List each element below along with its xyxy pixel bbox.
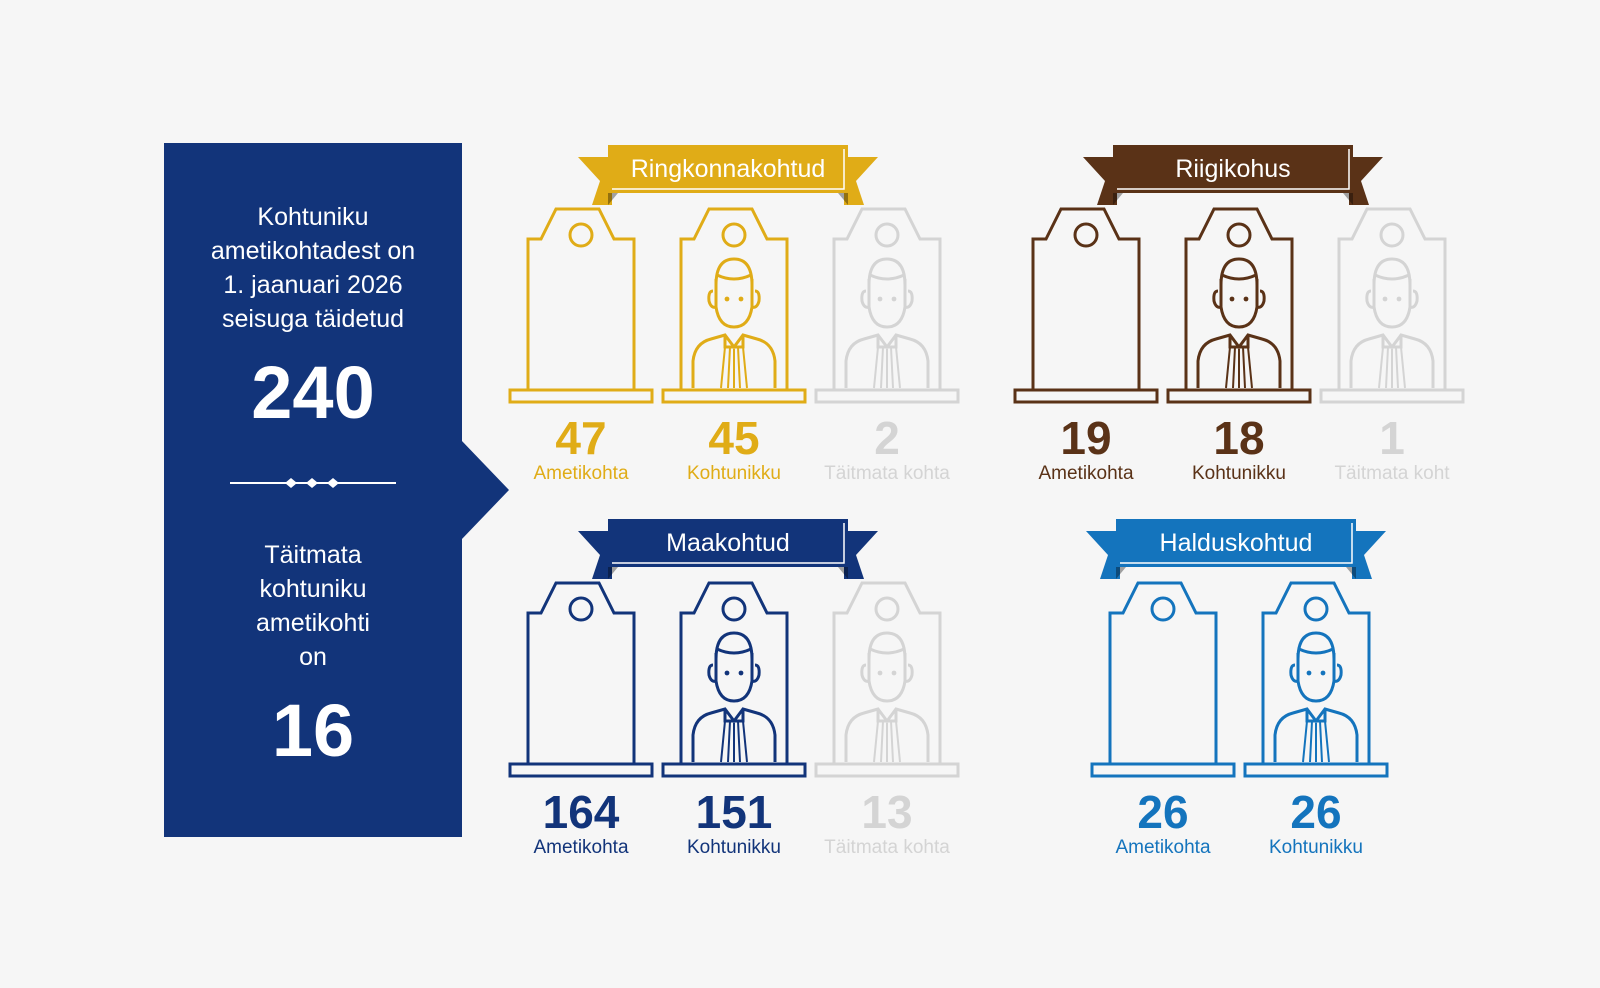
stat-label: Ametikohta xyxy=(1038,463,1134,484)
judge-icon xyxy=(661,581,807,778)
summary-filled-text-line: Kohtuniku xyxy=(257,203,369,231)
stat-label: Kohtunikku xyxy=(1191,463,1286,484)
court-banner-ribbon xyxy=(1086,519,1386,579)
stat-value: 26 xyxy=(1137,786,1189,838)
empty-judge-seat-icon xyxy=(1013,207,1159,404)
summary-pointer-arrow xyxy=(461,440,509,540)
stat-label: Kohtunikku xyxy=(686,463,781,484)
court-title: Maakohtud xyxy=(666,529,790,557)
court-banner-ribbon xyxy=(1083,145,1383,205)
court-title: Ringkonnakohtud xyxy=(630,155,826,183)
summary-vacant-text-line: on xyxy=(299,643,327,671)
summary-panel: Kohtuniku ametikohtadest on 1. jaanuari … xyxy=(164,143,462,837)
court-title: Halduskohtud xyxy=(1159,529,1313,557)
ornament-divider xyxy=(230,478,396,488)
summary-filled-text-line: seisuga täidetud xyxy=(221,305,405,333)
judge-icon xyxy=(1243,581,1389,778)
stat-value: 2 xyxy=(874,412,900,464)
stat-value: 47 xyxy=(555,412,607,464)
vacant-judge-icon xyxy=(814,207,960,404)
summary-vacant-text-line: Täitmata xyxy=(264,541,362,569)
vacant-judge-icon xyxy=(814,581,960,778)
court-title: Riigikohus xyxy=(1175,155,1291,183)
summary-filled-text-line: 1. jaanuari 2026 xyxy=(223,271,403,299)
stat-label: Kohtunikku xyxy=(1268,837,1363,858)
stat-label: Ametikohta xyxy=(1115,837,1211,858)
stat-value: 13 xyxy=(861,786,913,838)
vacant-judge-icon xyxy=(1319,207,1465,404)
court-banner-ribbon xyxy=(578,145,878,205)
empty-judge-seat-icon xyxy=(508,207,654,404)
stat-label: Kohtunikku xyxy=(686,837,781,858)
stat-value: 18 xyxy=(1213,412,1265,464)
judge-icon xyxy=(661,207,807,404)
stat-value: 19 xyxy=(1060,412,1112,464)
stat-value: 26 xyxy=(1290,786,1342,838)
stat-value: 45 xyxy=(708,412,760,464)
judge-icon xyxy=(1166,207,1312,404)
stat-value: 164 xyxy=(542,786,620,838)
empty-judge-seat-icon xyxy=(508,581,654,778)
summary-vacant-value: 16 xyxy=(271,689,355,772)
stat-label: Ametikohta xyxy=(533,463,629,484)
court-banner-ribbon xyxy=(578,519,878,579)
summary-vacant-text-line: ametikohti xyxy=(256,609,370,637)
stat-label: Täitmata koht xyxy=(1334,463,1450,484)
stat-label: Täitmata kohta xyxy=(824,463,950,484)
stat-label: Ametikohta xyxy=(533,837,629,858)
summary-filled-text-line: ametikohtadest on xyxy=(210,237,416,265)
stat-value: 151 xyxy=(695,786,773,838)
summary-filled-value: 240 xyxy=(251,351,375,434)
summary-vacant-text-line: kohtuniku xyxy=(259,575,367,603)
empty-judge-seat-icon xyxy=(1090,581,1236,778)
stat-label: Täitmata kohta xyxy=(824,837,950,858)
stat-value: 1 xyxy=(1379,412,1405,464)
